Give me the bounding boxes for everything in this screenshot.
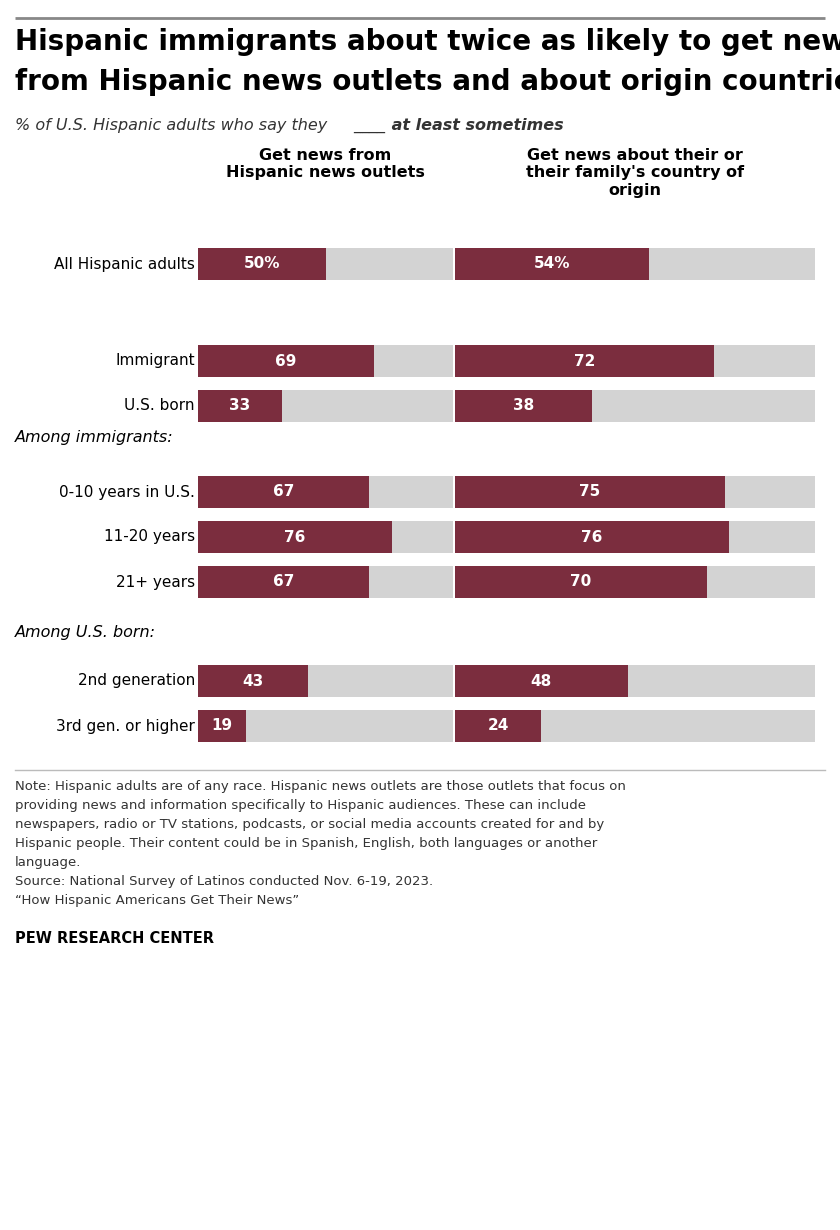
Text: 33: 33 [229,399,250,413]
Text: “How Hispanic Americans Get Their News”: “How Hispanic Americans Get Their News” [15,894,299,907]
Text: 43: 43 [242,674,264,689]
Bar [198,522,391,554]
Bar [455,248,815,280]
Text: 2nd generation: 2nd generation [78,674,195,689]
Text: providing news and information specifically to Hispanic audiences. These can inc: providing news and information specifica… [15,800,586,812]
Text: 3rd gen. or higher: 3rd gen. or higher [56,718,195,733]
Bar [455,710,542,742]
Text: 50%: 50% [244,257,280,272]
Bar [198,665,307,697]
Text: Source: National Survey of Latinos conducted Nov. 6-19, 2023.: Source: National Survey of Latinos condu… [15,875,433,888]
Text: 72: 72 [574,353,596,369]
Bar [455,344,714,378]
Text: 67: 67 [273,485,294,499]
Text: Get news about their or
their family's country of
origin: Get news about their or their family's c… [526,148,744,198]
Bar [455,665,627,697]
Text: Get news from
Hispanic news outlets: Get news from Hispanic news outlets [226,148,425,181]
Bar [455,476,725,508]
Bar [455,566,815,598]
Text: Among immigrants:: Among immigrants: [15,430,174,445]
Bar [198,248,453,280]
Text: PEW RESEARCH CENTER: PEW RESEARCH CENTER [15,931,214,946]
Text: from Hispanic news outlets and about origin countries: from Hispanic news outlets and about ori… [15,68,840,96]
Text: 76: 76 [284,529,306,545]
Text: 48: 48 [531,674,552,689]
Text: Note: Hispanic adults are of any race. Hispanic news outlets are those outlets t: Note: Hispanic adults are of any race. H… [15,780,626,793]
Text: Hispanic immigrants about twice as likely to get news: Hispanic immigrants about twice as likel… [15,28,840,57]
Text: 24: 24 [487,718,509,733]
Bar [198,248,326,280]
Bar [198,476,453,508]
Bar [455,390,592,422]
Text: 67: 67 [273,574,294,589]
Bar [455,710,815,742]
Bar [198,344,374,378]
Bar [198,566,453,598]
Bar [198,710,246,742]
Text: 75: 75 [580,485,601,499]
Bar [198,390,282,422]
Text: 69: 69 [276,353,297,369]
Bar [455,522,815,554]
Bar [198,390,453,422]
Text: newspapers, radio or TV stations, podcasts, or social media accounts created for: newspapers, radio or TV stations, podcas… [15,818,604,831]
Bar [455,665,815,697]
Text: 0-10 years in U.S.: 0-10 years in U.S. [59,485,195,499]
Bar [198,710,453,742]
Text: Immigrant: Immigrant [115,353,195,369]
Text: ____: ____ [353,118,385,133]
Bar [455,390,815,422]
Text: Among U.S. born:: Among U.S. born: [15,625,156,640]
Text: 11-20 years: 11-20 years [104,529,195,545]
Text: % of U.S. Hispanic adults who say they: % of U.S. Hispanic adults who say they [15,118,328,133]
Text: at least sometimes: at least sometimes [386,118,564,133]
Bar [455,476,815,508]
Text: 54%: 54% [534,257,570,272]
Bar [455,248,649,280]
Bar [198,476,369,508]
Text: 21+ years: 21+ years [116,574,195,589]
Bar [198,522,453,554]
Text: 70: 70 [570,574,591,589]
Text: All Hispanic adults: All Hispanic adults [54,257,195,272]
Bar [455,522,728,554]
Text: U.S. born: U.S. born [124,399,195,413]
Text: 76: 76 [581,529,602,545]
Bar [198,566,369,598]
Text: Hispanic people. Their content could be in Spanish, English, both languages or a: Hispanic people. Their content could be … [15,836,597,850]
Text: language.: language. [15,856,81,870]
Text: 38: 38 [512,399,534,413]
Bar [198,344,453,378]
Text: 19: 19 [212,718,233,733]
Bar [198,665,453,697]
Bar [455,344,815,378]
Bar [455,566,707,598]
